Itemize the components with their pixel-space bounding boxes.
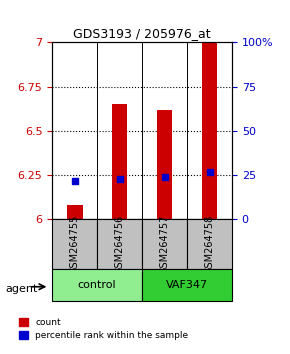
FancyBboxPatch shape <box>52 219 97 269</box>
Bar <box>112 104 128 219</box>
FancyBboxPatch shape <box>187 219 232 269</box>
Bar <box>157 110 173 219</box>
FancyBboxPatch shape <box>97 219 142 269</box>
Text: agent: agent <box>6 284 38 293</box>
Title: GDS3193 / 205976_at: GDS3193 / 205976_at <box>73 27 211 40</box>
Legend: count, percentile rank within the sample: count, percentile rank within the sample <box>19 318 188 340</box>
Text: GSM264758: GSM264758 <box>204 215 215 274</box>
Text: GSM264757: GSM264757 <box>160 215 170 274</box>
FancyBboxPatch shape <box>142 269 232 301</box>
Text: GSM264755: GSM264755 <box>70 215 80 274</box>
Text: control: control <box>78 280 117 290</box>
Bar <box>202 42 218 219</box>
Text: GSM264756: GSM264756 <box>115 215 125 274</box>
Text: VAF347: VAF347 <box>166 280 208 290</box>
Bar <box>67 205 83 219</box>
FancyBboxPatch shape <box>52 269 142 301</box>
FancyBboxPatch shape <box>142 219 187 269</box>
